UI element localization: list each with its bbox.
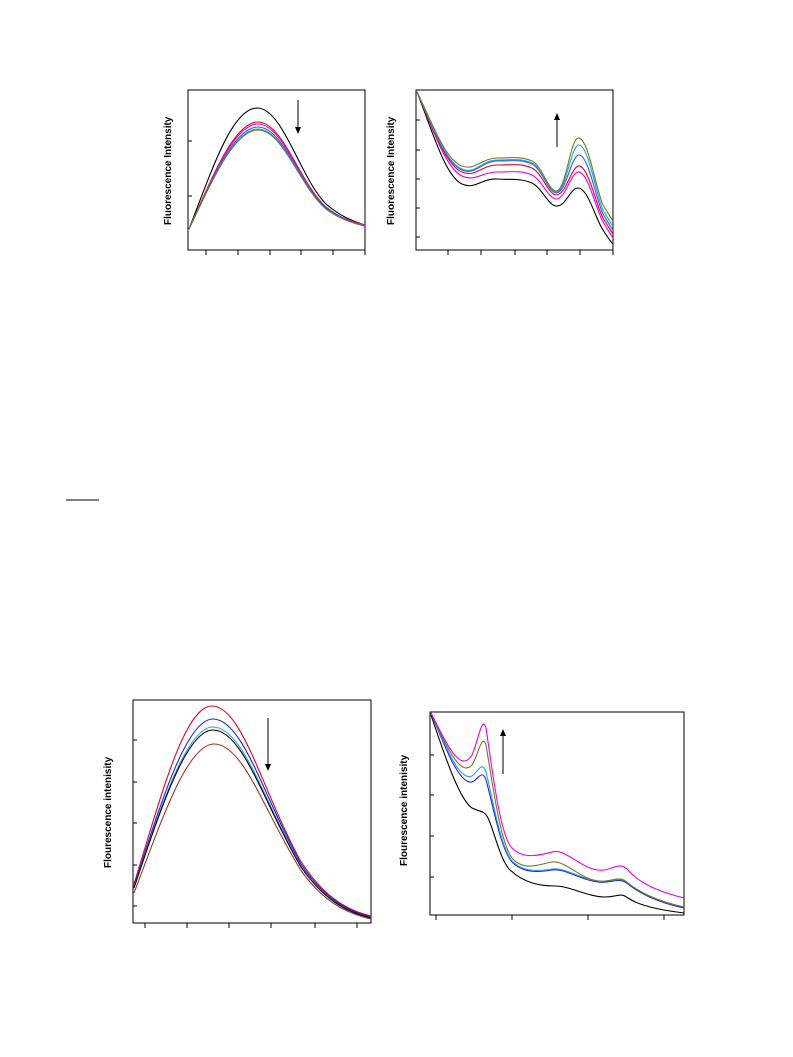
chart-3: Flourescence intenisity [103,699,372,928]
chart-2-ticks [416,119,614,255]
chart-4-series-3 [430,712,685,908]
chart-1-series-1 [188,107,366,230]
chart-4-series-5 [430,712,685,899]
chart-4-ylabel: Flourescence intenisity [399,754,410,866]
chart-4: Flourescence intenisity [399,711,685,920]
chart-2-series-2 [416,91,614,239]
chart-3-series-4 [133,729,372,919]
chart-1: Fluorescence Intensity [163,89,366,255]
chart-3-series-3 [133,726,372,919]
chart-4-arrow [500,729,506,774]
chart-4-ticks [430,754,665,920]
chart-2-series-1 [416,91,614,245]
chart-3-series-2 [133,718,372,918]
chart-2-arrow [554,113,560,147]
chart-2-series-6 [416,91,614,222]
chart-3-ylabel: Flourescence intenisity [103,756,114,868]
chart-1-series-5 [188,128,366,230]
chart-1-arrow [295,100,301,134]
chart-1-frame [187,89,366,251]
chart-2-ylabel: Fluorescence Intensity [386,116,397,225]
chart-2-series-3 [416,91,614,235]
chart-2: Fluorescence Intensity [386,89,614,255]
chart-3-arrow [265,718,271,771]
chart-4-series-4 [430,712,685,908]
chart-4-frame [429,711,685,916]
chart-3-ticks [133,739,358,928]
chart-4-series-2 [430,712,685,909]
chart-2-frame [415,89,614,251]
chart-3-frame [132,699,372,924]
chart-1-ticks [188,140,366,255]
chart-3-series-5 [133,743,372,920]
chart-1-series-6 [188,129,366,230]
chart-2-series-4 [416,91,614,231]
chart-4-series-1 [430,714,685,914]
chart-2-series-5 [416,91,614,227]
chart-1-ylabel: Fluorescence Intensity [163,116,174,225]
chart-3-series-1 [133,705,372,917]
